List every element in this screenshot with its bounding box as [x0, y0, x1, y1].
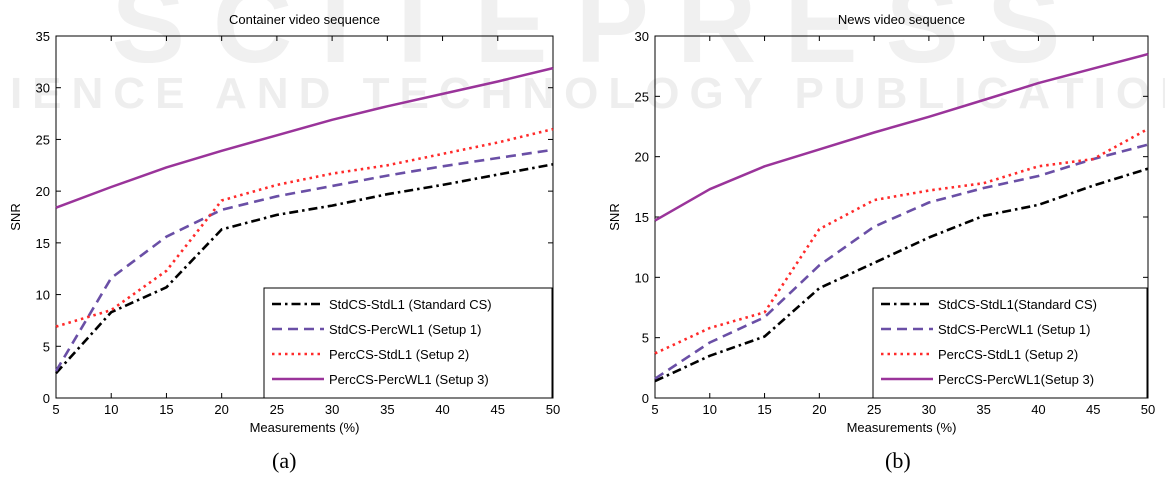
x-tick-label: 25	[867, 402, 881, 417]
x-tick-label: 35	[976, 402, 990, 417]
x-tick-label: 30	[922, 402, 936, 417]
x-tick-label: 15	[757, 402, 771, 417]
legend: StdCS-StdL1 (Standard CS) StdCS-PercWL1 (…	[263, 287, 553, 399]
x-tick-label: 40	[1031, 402, 1045, 417]
y-tick-label: 35	[36, 29, 50, 44]
x-axis-label: Measurements (%)	[250, 420, 360, 435]
series-lines	[654, 52, 1149, 383]
y-tick-label: 20	[635, 150, 649, 165]
legend-entry: StdCS-StdL1(Standard CS)	[938, 297, 1097, 312]
series-line-1	[654, 167, 1149, 383]
series-line-4	[55, 66, 554, 209]
legend-entry: PercCS-PercWL1(Setup 3)	[938, 372, 1094, 387]
y-tick-label: 30	[36, 81, 50, 96]
legend-entry: StdCS-PercWL1 (Setup 1)	[938, 322, 1090, 337]
series-line-4	[654, 52, 1149, 222]
legend-entry: PercCS-StdL1 (Setup 2)	[329, 347, 469, 362]
x-tick-label: 45	[1086, 402, 1100, 417]
x-tick-label: 45	[491, 402, 505, 417]
x-tick-label: 10	[703, 402, 717, 417]
x-tick-label: 5	[651, 402, 658, 417]
panel-caption-b: (b)	[885, 448, 911, 473]
x-tick-label: 20	[812, 402, 826, 417]
y-tick-label: 25	[36, 132, 50, 147]
x-tick-label: 50	[1141, 402, 1155, 417]
x-axis-label: Measurements (%)	[847, 420, 957, 435]
series-lines	[54, 66, 554, 375]
legend-entry: PercCS-PercWL1 (Setup 3)	[329, 372, 489, 387]
x-tick-label: 15	[159, 402, 173, 417]
y-tick-label: 5	[642, 331, 649, 346]
chart-panel-1: Container video sequence 5 10 15 20 25 30 35 40 4…	[8, 12, 560, 435]
x-tick-label: 50	[546, 402, 560, 417]
series-line-3	[55, 127, 554, 328]
legend-entry: PercCS-StdL1 (Setup 2)	[938, 347, 1078, 362]
y-tick-label: 15	[36, 236, 50, 251]
y-axis-label: SNR	[8, 203, 23, 230]
legend-entry: StdCS-StdL1 (Standard CS)	[329, 297, 492, 312]
series-line-3	[654, 127, 1149, 355]
y-axis-label: SNR	[607, 203, 622, 230]
x-tick-label: 5	[52, 402, 59, 417]
panel-caption-a: (a)	[272, 448, 297, 473]
y-tick-label: 0	[642, 391, 649, 406]
series-line-2	[654, 143, 1149, 380]
y-tick-label: 0	[43, 391, 50, 406]
y-tick-label: 5	[43, 339, 50, 354]
x-tick-label: 30	[325, 402, 339, 417]
y-tick-label: 15	[635, 210, 649, 225]
x-tick-label: 25	[270, 402, 284, 417]
y-tick-label: 30	[635, 29, 649, 44]
chart-title: News video sequence	[838, 12, 965, 27]
y-tick-label: 10	[635, 270, 649, 285]
chart-title: Container video sequence	[229, 12, 380, 27]
x-tick-label: 10	[104, 402, 118, 417]
x-tick-label: 35	[380, 402, 394, 417]
y-tick-label: 10	[36, 288, 50, 303]
legend: StdCS-StdL1(Standard CS) StdCS-PercWL1 (S…	[872, 287, 1148, 399]
series-line-1	[55, 163, 554, 375]
legend-entry: StdCS-PercWL1 (Setup 1)	[329, 322, 481, 337]
y-tick-label: 20	[36, 184, 50, 199]
y-tick-label: 25	[635, 89, 649, 104]
x-tick-label: 40	[435, 402, 449, 417]
x-tick-label: 20	[214, 402, 228, 417]
series-line-2	[54, 148, 554, 372]
